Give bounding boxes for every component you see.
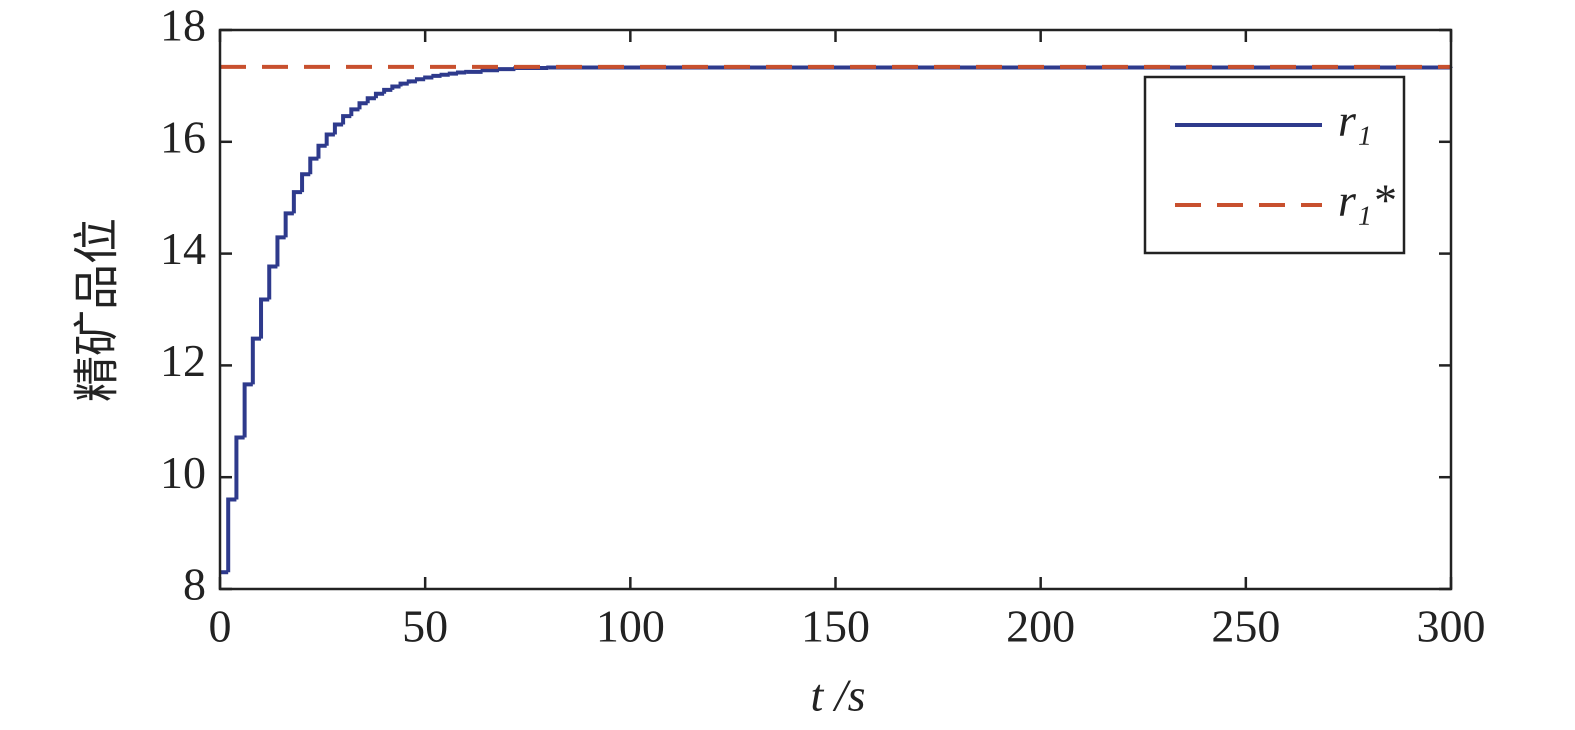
y-tick-label: 18 — [160, 0, 206, 51]
x-tick-label: 300 — [1417, 601, 1486, 652]
legend-label: r₁ — [1338, 95, 1372, 146]
step-segment — [349, 107, 360, 117]
x-axis-label: t /s — [811, 670, 866, 721]
step-segment — [423, 75, 434, 80]
step-segment — [373, 91, 385, 99]
step-segment — [300, 172, 311, 193]
step-segment — [480, 68, 500, 73]
x-tick-label: 100 — [596, 601, 665, 652]
y-tick-label: 12 — [160, 335, 206, 386]
step-segment — [406, 79, 417, 84]
x-tick-label: 150 — [801, 601, 870, 652]
y-tick-label: 14 — [160, 223, 206, 274]
step-segment — [357, 101, 368, 110]
step-segment — [308, 156, 319, 175]
x-tick-label: 250 — [1211, 601, 1280, 652]
y-tick-label: 16 — [160, 111, 206, 162]
step-segment — [447, 71, 458, 76]
step-segment — [226, 497, 237, 573]
step-segment — [259, 297, 270, 339]
step-segment — [455, 70, 467, 75]
step-segment — [497, 67, 516, 72]
step-segment — [464, 69, 483, 74]
step-segment — [439, 72, 450, 77]
step-segment — [291, 190, 303, 214]
legend-label: r₁* — [1338, 175, 1395, 226]
step-segment — [365, 96, 376, 104]
plot-area — [220, 64, 1453, 575]
step-segment — [332, 122, 344, 135]
step-segment — [283, 211, 294, 238]
step-segment — [267, 264, 278, 300]
step-segment — [316, 143, 327, 159]
step-segment — [398, 81, 409, 87]
step-segment — [234, 435, 245, 500]
step-segment — [414, 77, 426, 82]
y-tick-label: 10 — [160, 447, 206, 498]
step-segment — [431, 73, 442, 78]
step-segment — [250, 336, 262, 385]
x-tick-label: 0 — [209, 601, 232, 652]
x-tick-label: 50 — [402, 601, 448, 652]
step-segment — [324, 132, 335, 146]
y-axis-label: 精矿品位 — [72, 218, 123, 402]
step-segment — [242, 382, 253, 438]
step-segment — [341, 114, 352, 125]
y-tick-label: 8 — [183, 559, 206, 610]
step-segment — [275, 235, 286, 267]
step-segment — [390, 84, 401, 90]
step-segment — [382, 87, 393, 94]
x-tick-label: 200 — [1006, 601, 1075, 652]
legend-box — [1143, 75, 1406, 255]
